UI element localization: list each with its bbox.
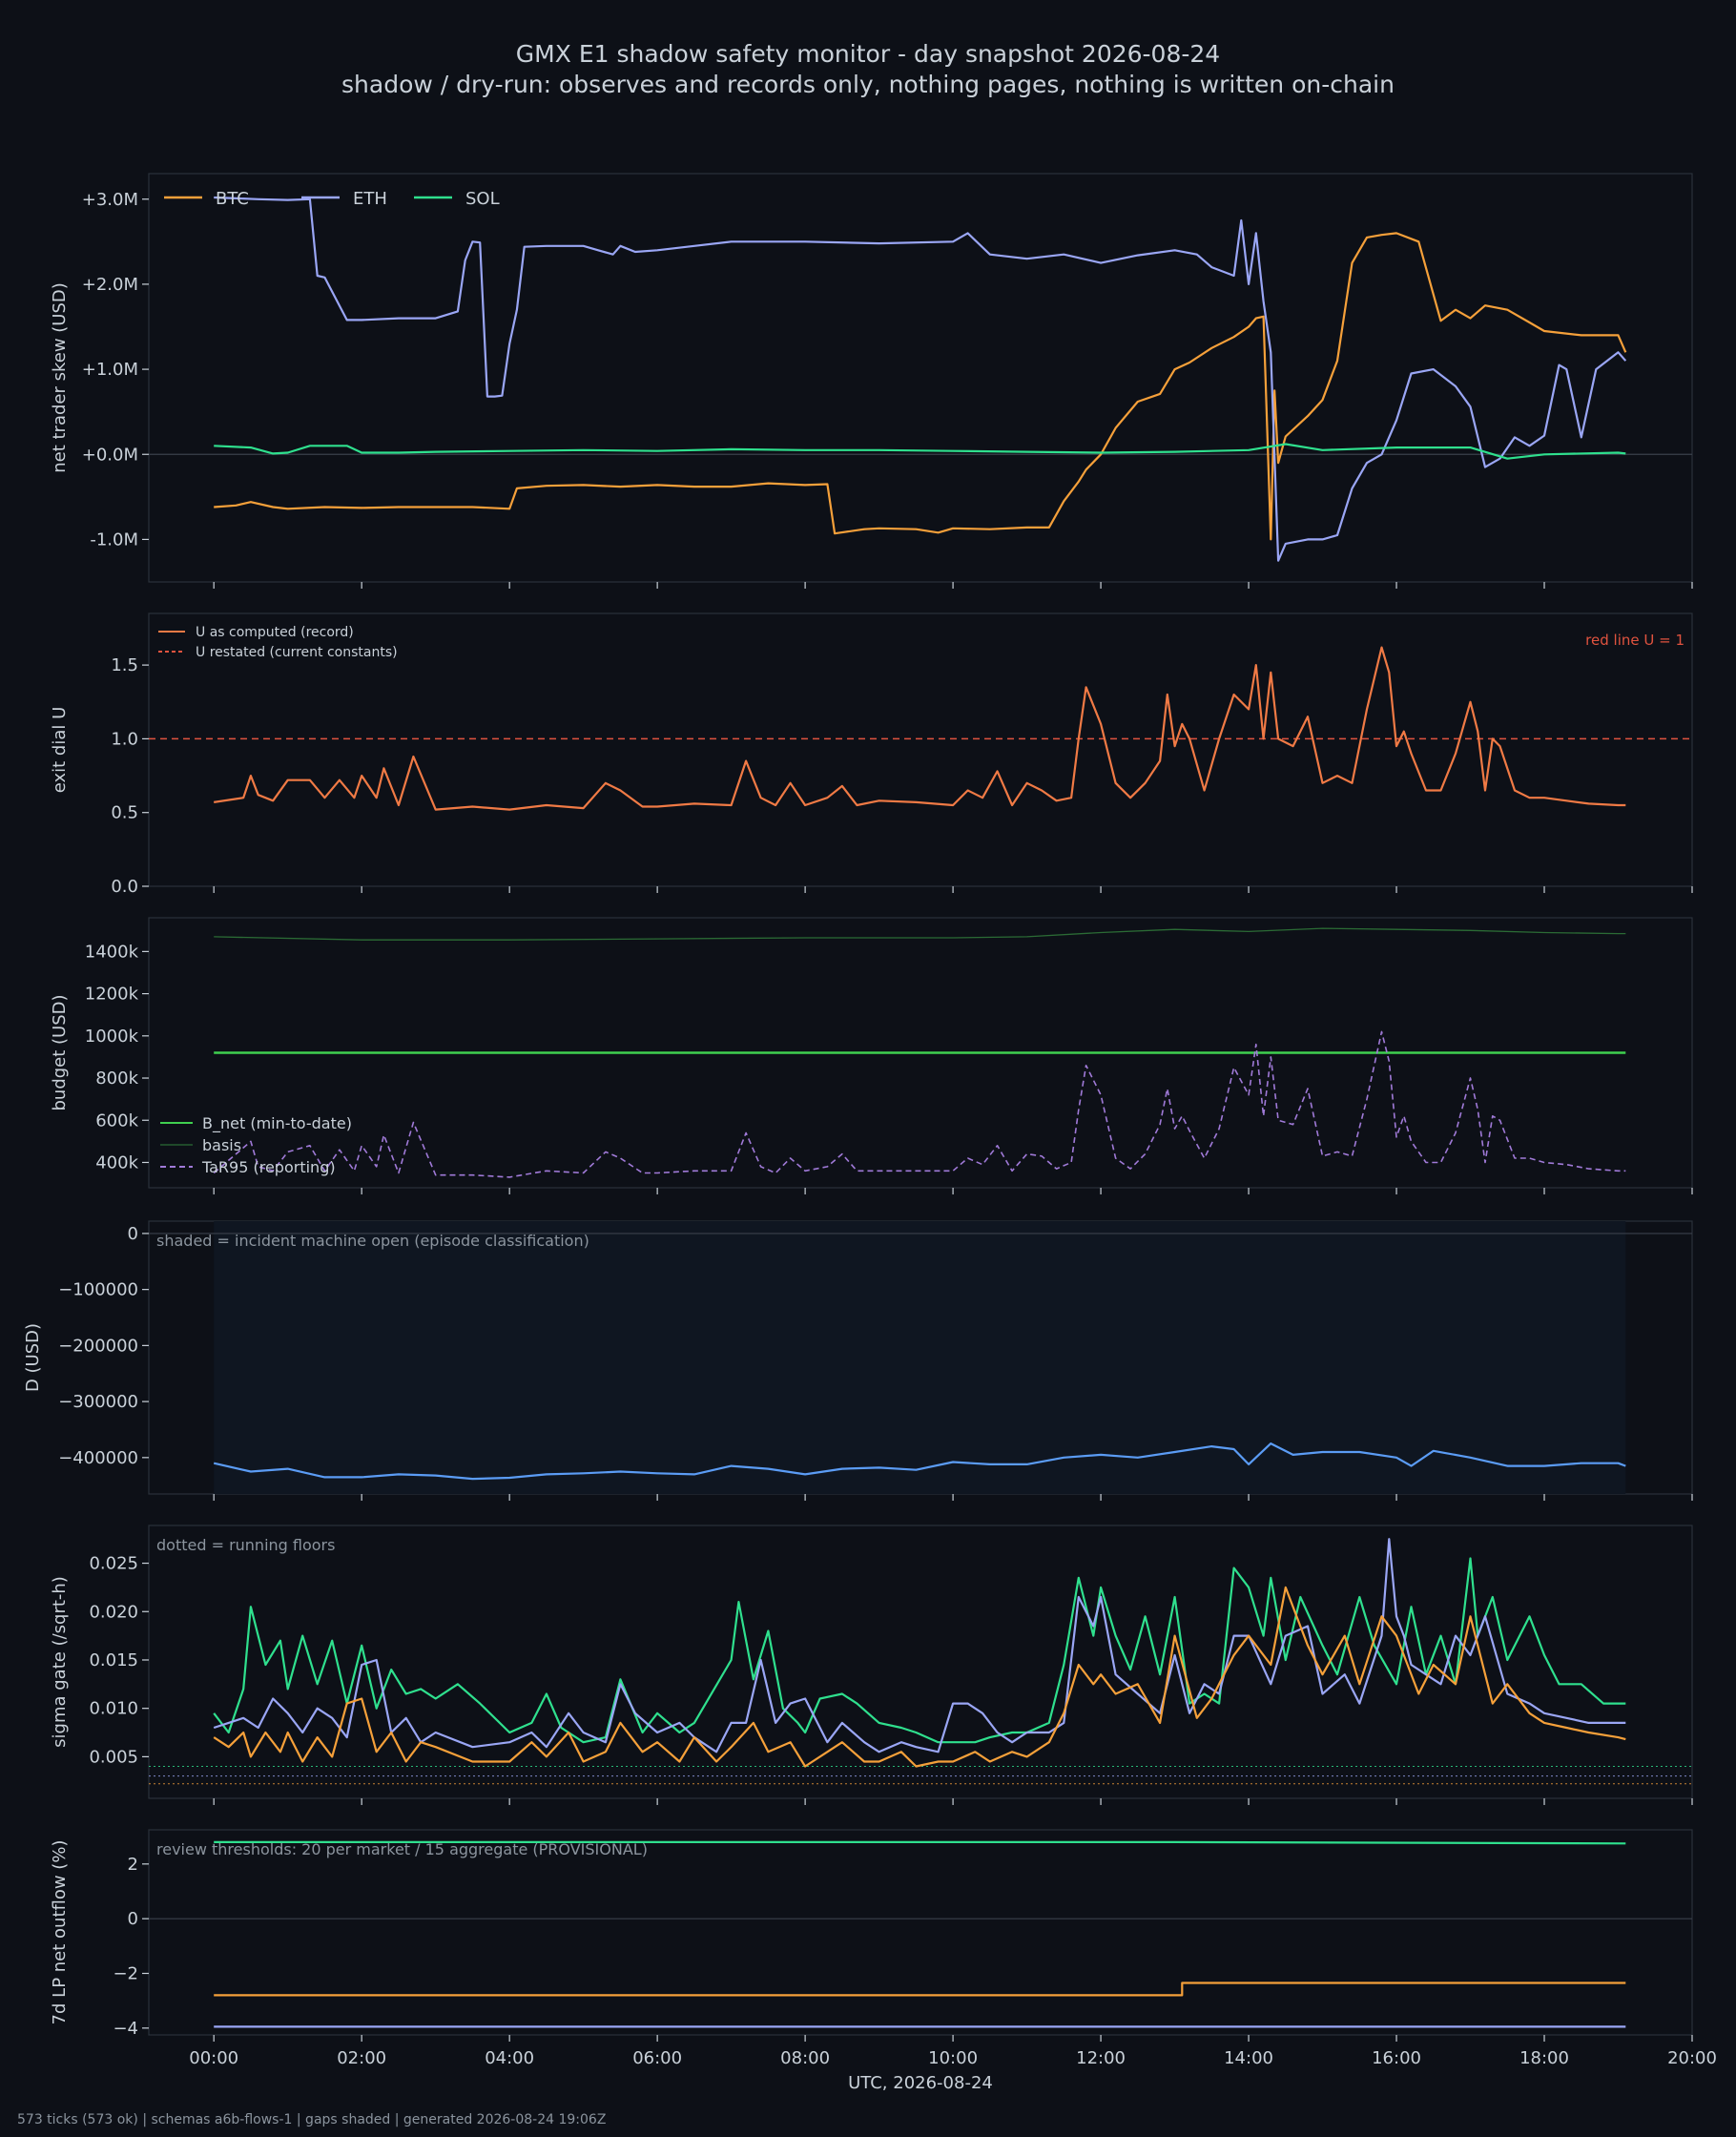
y-tick-label: 1400k	[85, 942, 139, 962]
y-tick-label: 1.0	[111, 729, 138, 749]
y-axis-label: D (USD)	[23, 1323, 43, 1392]
footer-status: 573 ticks (573 ok) | schemas a6b-flows-1…	[17, 2112, 607, 2127]
chart-title: GMX E1 shadow safety monitor - day snaps…	[515, 40, 1221, 68]
x-tick-label: 00:00	[189, 2048, 238, 2068]
panel-frame	[148, 1829, 1693, 2036]
y-tick-label: 0.025	[89, 1554, 138, 1574]
x-tick-label: 20:00	[1667, 2048, 1717, 2068]
y-tick-label: −300000	[58, 1392, 138, 1412]
annotation: shaded = incident machine open (episode …	[156, 1232, 589, 1250]
legend-label: U as computed (record)	[196, 625, 354, 640]
panel-4: −400000 −300000 −200000 −100000 0 D (USD) shad…	[23, 1220, 1693, 1501]
y-tick-label: 0.015	[89, 1650, 138, 1670]
legend-label: U restated (current constants)	[196, 645, 398, 660]
legend-label: TaR95 (reporting)	[201, 1158, 336, 1176]
y-tick-label: 600k	[95, 1110, 138, 1131]
series-btc	[214, 232, 1627, 541]
y-tick-label: +1.0M	[82, 360, 138, 380]
panel-5: 0.005 0.010 0.015 0.020 0.025 sigma gate (/sq…	[50, 1525, 1693, 1805]
x-axis-label: UTC, 2026-08-24	[848, 2073, 993, 2093]
x-tick-label: 18:00	[1519, 2048, 1569, 2068]
y-tick-label: +2.0M	[82, 275, 138, 295]
x-tick-label: 08:00	[780, 2048, 830, 2068]
y-tick-label: 400k	[95, 1152, 138, 1172]
y-tick-label: 0.0	[111, 877, 138, 897]
y-axis-label: exit dial U	[50, 707, 70, 794]
series-sol	[213, 1557, 1626, 1744]
y-tick-label: 1.5	[111, 655, 138, 675]
series-tar95-reporting-	[213, 1030, 1626, 1178]
series-eth	[214, 196, 1627, 562]
y-tick-label: 0.020	[89, 1602, 138, 1622]
x-tick-label: 10:00	[928, 2048, 978, 2068]
y-axis-label: budget (USD)	[50, 994, 70, 1110]
panel-frame	[148, 612, 1693, 887]
series-basis	[214, 927, 1626, 941]
y-tick-label: +0.0M	[82, 445, 138, 465]
legend-label: BTC	[216, 189, 249, 209]
y-tick-label: 0.005	[89, 1747, 138, 1767]
legend-label: SOL	[465, 189, 500, 209]
legend-label: B_net (min-to-date)	[202, 1114, 352, 1133]
panel-2: 0.0 0.5 1.0 1.5 exit dial U red line U = 1 U a…	[50, 612, 1693, 897]
panel-frame	[148, 173, 1693, 583]
panel-frame	[148, 1525, 1693, 1799]
x-tick-label: 06:00	[632, 2048, 682, 2068]
y-tick-label: 2	[128, 1855, 138, 1875]
y-tick-label: 800k	[95, 1068, 138, 1089]
x-tick-label: 16:00	[1372, 2048, 1421, 2068]
y-tick-label: 1200k	[85, 985, 139, 1005]
panel-3: 400k 600k 800k 1000k 1200k 1400k budget (USD) B…	[50, 917, 1693, 1194]
x-tick-label: 04:00	[485, 2048, 534, 2068]
y-tick-label: 0.010	[89, 1699, 138, 1719]
y-tick-label: 0	[128, 1224, 138, 1244]
y-tick-label: 1000k	[85, 1027, 139, 1047]
y-axis-label: net trader skew (USD)	[50, 282, 70, 473]
y-tick-label: 0	[128, 1909, 138, 1929]
y-axis-label: 7d LP net outflow (%)	[50, 1840, 70, 2025]
annotation: dotted = running floors	[156, 1536, 335, 1554]
y-tick-label: -1.0M	[90, 529, 138, 550]
y-tick-label: −100000	[58, 1280, 138, 1300]
x-axis: 00:00 02:00 04:00 06:00 08:00 10:00 12:00 14:00…	[189, 2048, 1717, 2093]
y-tick-label: 0.5	[111, 803, 138, 823]
series-sol	[214, 443, 1626, 460]
panel-6: −4 −2 0 2 7d LP net outflow (%) review thresh…	[50, 1829, 1693, 2042]
panel-1: -1.0M +0.0M +1.0M +2.0M +3.0M net trader skew…	[50, 173, 1693, 589]
series-u-as-computed-record-	[214, 646, 1626, 811]
series-btc	[214, 1981, 1626, 1997]
y-tick-label: −400000	[58, 1448, 138, 1468]
annotation: review thresholds: 20 per market / 15 ag…	[156, 1840, 648, 1858]
series-btc	[213, 1586, 1626, 1768]
annotation: red line U = 1	[1585, 632, 1684, 649]
incident-shade	[214, 1221, 1626, 1494]
y-tick-label: −200000	[58, 1336, 138, 1356]
y-tick-label: −4	[113, 2019, 138, 2039]
legend-label: basis	[202, 1136, 241, 1154]
legend-label: ETH	[353, 189, 387, 209]
y-axis-label: sigma gate (/sqrt-h)	[50, 1576, 70, 1748]
x-tick-label: 02:00	[337, 2048, 386, 2068]
series-d	[213, 1442, 1626, 1481]
x-tick-label: 12:00	[1076, 2048, 1126, 2068]
chart-subtitle: shadow / dry-run: observes and records o…	[341, 71, 1395, 98]
y-tick-label: −2	[113, 1964, 138, 1984]
series-sol	[214, 1840, 1626, 1845]
y-tick-label: +3.0M	[82, 190, 138, 210]
x-tick-label: 14:00	[1224, 2048, 1273, 2068]
